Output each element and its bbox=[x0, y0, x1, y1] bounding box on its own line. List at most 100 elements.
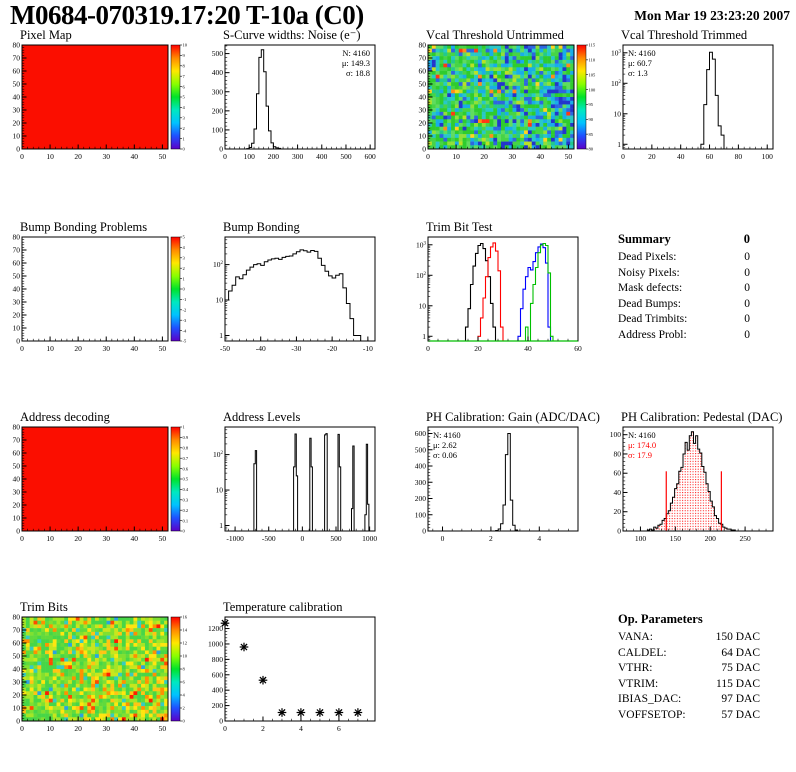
panel-pixel-map: Pixel Map 0 10 20 30 40 50 0 10 20 30 40 50 60 70 80 10… bbox=[0, 28, 200, 172]
svg-text:0: 0 bbox=[183, 719, 186, 724]
svg-text:1: 1 bbox=[183, 425, 185, 430]
svg-text:0: 0 bbox=[183, 147, 186, 152]
summary-row: Noisy Pixels: 0 bbox=[618, 266, 750, 279]
svg-text:μ: 149.3: μ: 149.3 bbox=[342, 58, 370, 68]
svg-text:10: 10 bbox=[13, 132, 21, 141]
svg-text:70: 70 bbox=[13, 54, 21, 63]
svg-text:200: 200 bbox=[268, 152, 280, 161]
summary-title: Summary bbox=[618, 232, 671, 246]
svg-text:70: 70 bbox=[419, 54, 427, 63]
svg-text:95: 95 bbox=[589, 102, 594, 107]
svg-text:5: 5 bbox=[183, 235, 186, 240]
svg-text:2: 2 bbox=[261, 724, 265, 733]
panel-trim-bits: Trim Bits 0 10 20 30 40 50 0 10 20 30 40 50 60 70 80 16… bbox=[0, 600, 200, 744]
op-parameter-row: VOFFSETOP: 57 DAC bbox=[618, 708, 760, 721]
trim-bit-test-plot: 0 20 40 60 1 10 102 103 bbox=[416, 236, 582, 353]
svg-text:4: 4 bbox=[183, 245, 186, 250]
svg-text:6: 6 bbox=[183, 680, 186, 685]
svg-text:40: 40 bbox=[524, 344, 532, 353]
panel-title: Vcal Threshold Trimmed bbox=[621, 28, 748, 42]
svg-text:300: 300 bbox=[415, 478, 427, 487]
svg-text:100: 100 bbox=[610, 430, 622, 439]
panel-title: Bump Bonding Problems bbox=[20, 220, 148, 234]
svg-text:0: 0 bbox=[223, 152, 227, 161]
svg-text:200: 200 bbox=[705, 534, 717, 543]
panel-title: Trim Bits bbox=[20, 600, 68, 614]
svg-text:2: 2 bbox=[183, 706, 185, 711]
svg-text:-2: -2 bbox=[183, 308, 187, 313]
svg-text:0: 0 bbox=[219, 717, 223, 726]
svg-text:30: 30 bbox=[102, 534, 110, 543]
svg-text:300: 300 bbox=[212, 87, 224, 96]
panel-trim-bit-test: Trim Bit Test 0 20 40 60 1 10 102 103 bbox=[406, 220, 606, 364]
scurve-noise-plot: 0 100 200 300 400 500 600 0 100 200 300 400 500 N: 41… bbox=[212, 44, 376, 161]
summary-row: Dead Bumps: 0 bbox=[618, 297, 750, 310]
svg-text:40: 40 bbox=[419, 93, 427, 102]
svg-text:50: 50 bbox=[159, 152, 167, 161]
op-parameters-header: Op. Parameters bbox=[618, 612, 760, 627]
svg-text:2: 2 bbox=[183, 126, 185, 131]
svg-text:103: 103 bbox=[416, 240, 427, 249]
svg-text:20: 20 bbox=[13, 691, 21, 700]
op-parameters-block: Op. Parameters VANA: 150 DAC CALDEL: 64 DA… bbox=[618, 612, 760, 723]
svg-text:400: 400 bbox=[415, 462, 427, 471]
svg-text:-4: -4 bbox=[183, 328, 187, 333]
svg-text:0: 0 bbox=[617, 527, 621, 536]
svg-text:103: 103 bbox=[611, 48, 622, 57]
svg-text:20: 20 bbox=[13, 311, 21, 320]
svg-text:σ: 0.06: σ: 0.06 bbox=[433, 450, 457, 460]
svg-text:10: 10 bbox=[46, 534, 54, 543]
address-decoding-plot: 0 10 20 30 40 50 0 10 20 30 40 50 60 70 80 1 0.9 0.8 0.7 0.… bbox=[13, 424, 189, 543]
panel-bump-bonding-problems: Bump Bonding Problems 0 10 20 30 40 50 0 10 20 30… bbox=[0, 220, 200, 364]
svg-text:0: 0 bbox=[219, 145, 223, 154]
svg-text:80: 80 bbox=[13, 424, 21, 432]
op-parameter-row: VTRIM: 115 DAC bbox=[618, 677, 760, 690]
panel-ph-pedestal: PH Calibration: Pedestal (DAC) 100 150 200… bbox=[601, 410, 796, 554]
svg-text:40: 40 bbox=[13, 475, 21, 484]
svg-text:0: 0 bbox=[300, 534, 304, 543]
svg-text:100: 100 bbox=[415, 510, 427, 519]
svg-text:0: 0 bbox=[16, 145, 20, 154]
svg-text:20: 20 bbox=[74, 344, 82, 353]
svg-text:3: 3 bbox=[183, 256, 186, 261]
svg-text:500: 500 bbox=[415, 445, 427, 454]
svg-text:102: 102 bbox=[611, 79, 622, 88]
svg-text:10: 10 bbox=[46, 724, 54, 733]
temperature-calibration-plot: 0 2 4 6 0 200 400 600 800 1000 1200 bbox=[208, 616, 376, 733]
svg-text:0: 0 bbox=[441, 534, 445, 543]
svg-text:30: 30 bbox=[508, 152, 516, 161]
panel-scurve-noise: S-Curve widths: Noise (e⁻) 0 100 200 300 400… bbox=[203, 28, 403, 172]
svg-text:20: 20 bbox=[419, 119, 427, 128]
svg-text:105: 105 bbox=[589, 72, 597, 77]
svg-text:0: 0 bbox=[422, 145, 426, 154]
svg-text:4: 4 bbox=[183, 105, 186, 110]
panel-title: Trim Bit Test bbox=[426, 220, 493, 234]
svg-text:10: 10 bbox=[183, 43, 188, 48]
panel-title: S-Curve widths: Noise (e⁻) bbox=[223, 28, 361, 42]
svg-text:70: 70 bbox=[13, 436, 21, 445]
svg-text:80: 80 bbox=[589, 147, 594, 152]
svg-text:-50: -50 bbox=[220, 344, 230, 353]
svg-text:40: 40 bbox=[537, 152, 545, 161]
svg-text:70: 70 bbox=[13, 246, 21, 255]
svg-text:4: 4 bbox=[183, 693, 186, 698]
svg-text:10: 10 bbox=[13, 324, 21, 333]
svg-text:0: 0 bbox=[183, 287, 186, 292]
op-parameter-row: VTHR: 75 DAC bbox=[618, 662, 760, 674]
svg-text:60: 60 bbox=[13, 259, 21, 268]
svg-text:400: 400 bbox=[212, 68, 224, 77]
svg-text:0: 0 bbox=[426, 152, 430, 161]
svg-text:20: 20 bbox=[13, 119, 21, 128]
svg-text:1: 1 bbox=[219, 331, 223, 340]
svg-text:0: 0 bbox=[422, 527, 426, 536]
svg-text:500: 500 bbox=[340, 152, 352, 161]
op-parameter-row: CALDEL: 64 DAC bbox=[618, 646, 760, 659]
svg-text:1200: 1200 bbox=[208, 624, 223, 633]
op-parameter-row: VANA: 150 DAC bbox=[618, 631, 760, 643]
svg-text:μ: 174.0: μ: 174.0 bbox=[628, 440, 656, 450]
svg-text:50: 50 bbox=[13, 462, 21, 471]
svg-text:-20: -20 bbox=[327, 344, 337, 353]
svg-text:1: 1 bbox=[183, 136, 185, 141]
